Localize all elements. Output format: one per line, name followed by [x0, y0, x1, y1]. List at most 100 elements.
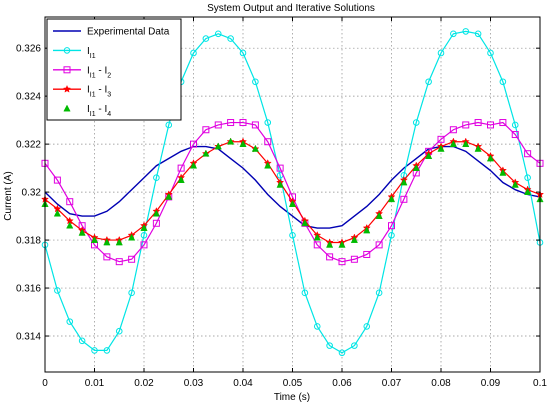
data-point [276, 180, 284, 188]
legend-swatch-marker [63, 47, 71, 54]
data-point [202, 149, 210, 157]
data-point [350, 255, 358, 263]
data-point [437, 144, 445, 152]
data-point [177, 176, 185, 183]
data-point [239, 119, 247, 127]
legend-label: II1 - I3 [87, 85, 111, 99]
legend-entry: II1 - I3 [53, 85, 111, 99]
x-tick-label: 0.04 [233, 378, 253, 389]
data-point [239, 140, 247, 147]
data-point [288, 200, 297, 207]
y-tick-label: 0.316 [16, 284, 41, 295]
data-point [227, 119, 235, 127]
x-tick-label: 0.1 [533, 378, 547, 389]
data-point [140, 231, 148, 239]
data-point [78, 337, 86, 345]
data-point [152, 209, 160, 217]
legend-swatch-marker [63, 104, 71, 112]
legend-label: II1 - I2 [87, 65, 111, 79]
data-point [474, 119, 482, 127]
data-point [66, 198, 74, 206]
data-point [412, 119, 420, 126]
legend-entry: II1 [53, 46, 96, 59]
data-point [338, 240, 346, 248]
chart-title: System Output and Iterative Solutions [207, 3, 375, 14]
data-point [387, 195, 396, 203]
legend-subscript: 3 [107, 91, 111, 98]
data-point [152, 219, 160, 227]
legend-entry: II1 - I4 [63, 104, 111, 118]
data-point [115, 238, 123, 246]
data-point [165, 192, 173, 200]
legend-text-part: - I [96, 65, 108, 76]
legend-subscript: I1 [90, 111, 96, 118]
x-tick-label: 0 [42, 378, 48, 389]
data-point [326, 240, 334, 248]
series-line [44, 145, 541, 229]
data-point [400, 178, 408, 186]
legend-text-part: Experimental Data [87, 27, 170, 38]
data-point [375, 289, 383, 297]
data-point [190, 49, 197, 57]
data-point [128, 233, 136, 241]
data-point [487, 49, 494, 57]
data-point [326, 342, 333, 349]
data-point [486, 154, 495, 162]
x-axis-label: Time (s) [274, 392, 310, 403]
data-point [487, 121, 494, 129]
data-point [499, 168, 507, 176]
data-point [313, 241, 321, 249]
data-point [202, 35, 210, 42]
data-point [462, 121, 470, 129]
x-tick-label: 0.07 [382, 378, 402, 389]
data-point [276, 164, 284, 172]
data-point [252, 78, 259, 86]
data-point [462, 28, 470, 35]
legend-text-part: I [87, 65, 90, 76]
data-point [499, 119, 507, 127]
data-point [53, 176, 61, 184]
x-tick-label: 0.05 [283, 378, 303, 389]
data-point [264, 138, 272, 146]
x-tick-label: 0.03 [184, 378, 204, 389]
data-point [177, 164, 185, 172]
data-point [301, 289, 309, 297]
data-point [91, 347, 98, 354]
data-point [78, 228, 86, 236]
y-tick-label: 0.32 [22, 188, 42, 199]
legend-label: Experimental Data [87, 27, 170, 38]
data-point [301, 219, 309, 227]
data-point [140, 241, 148, 249]
x-tick-label: 0.08 [431, 378, 451, 389]
data-point [239, 49, 247, 57]
data-point [400, 195, 408, 203]
data-point [103, 238, 111, 246]
data-point [165, 121, 173, 129]
legend-subscript: I1 [90, 91, 96, 98]
grid-lines [45, 17, 540, 372]
data-point [524, 174, 531, 182]
series-2 [41, 119, 544, 266]
legend-label: II1 - I4 [87, 104, 111, 118]
x-tick-label: 0.01 [85, 378, 105, 389]
x-tick-label: 0.06 [332, 378, 352, 389]
data-point [350, 236, 358, 243]
legend-text-part: - I [96, 85, 108, 96]
data-point [115, 258, 123, 266]
data-point [264, 119, 272, 126]
data-point [338, 349, 346, 357]
data-point [425, 78, 432, 86]
series-line [44, 30, 541, 354]
data-point [140, 224, 148, 231]
series-layer [40, 28, 545, 357]
y-tick-label: 0.318 [16, 236, 41, 247]
data-point [227, 137, 235, 145]
y-axis-label: Current (A) [3, 171, 14, 220]
data-point [103, 253, 111, 261]
data-point [251, 144, 259, 152]
data-point [103, 347, 111, 354]
data-point [190, 140, 197, 148]
data-point [128, 289, 135, 297]
